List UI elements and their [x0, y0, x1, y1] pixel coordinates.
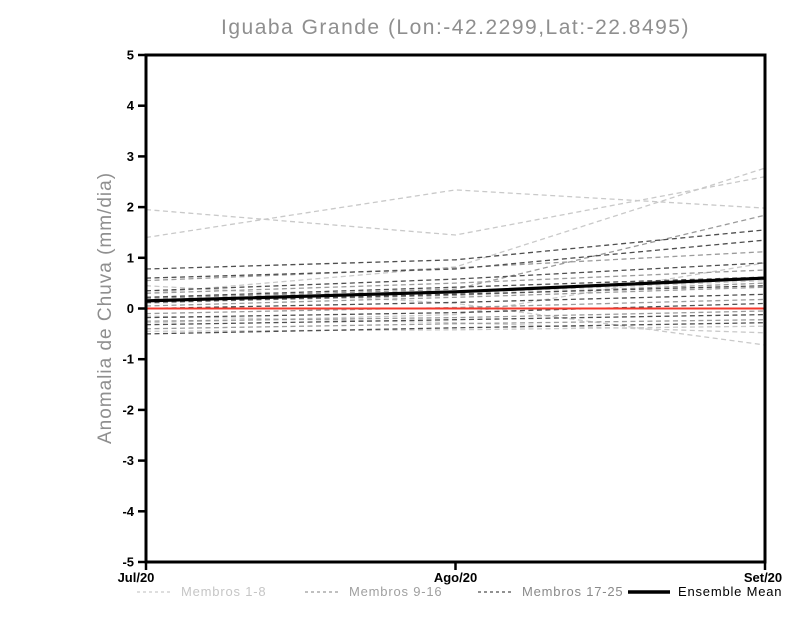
y-tick-label: 1 — [127, 250, 134, 265]
y-tick-label: 2 — [127, 200, 134, 215]
member-line — [145, 251, 766, 282]
y-tick-label: 4 — [127, 98, 135, 113]
legend-item-1: Membros 1-8 — [137, 584, 266, 599]
member-line — [145, 298, 766, 315]
legend-item-2: Membros 9-16 — [305, 584, 442, 599]
member-line — [145, 313, 766, 326]
chart-title: Iguaba Grande (Lon:-42.2299,Lat:-22.8495… — [221, 16, 690, 39]
legend-label: Membros 17-25 — [522, 584, 624, 599]
legend-label: Membros 9-16 — [349, 584, 443, 599]
y-tick-label: 3 — [127, 149, 134, 164]
y-tick-label: 5 — [127, 48, 134, 63]
member-line — [145, 262, 766, 292]
dashed-line-sample-icon — [137, 584, 173, 599]
member-line — [145, 315, 766, 334]
member-line — [145, 276, 766, 298]
member-line — [145, 269, 766, 294]
chart-legend: Membros 1-8 Membros 9-16 Membros 17-25 Ense… — [0, 584, 800, 608]
dashed-line-sample-icon — [478, 584, 514, 599]
member-line — [145, 285, 766, 346]
x-tick-label: Jul/20 — [118, 570, 155, 585]
legend-item-4: Ensemble Mean — [628, 584, 782, 599]
member-line — [145, 286, 766, 307]
y-tick-label: -1 — [122, 352, 134, 367]
solid-line-sample-icon — [628, 584, 670, 599]
y-tick-label: -5 — [122, 555, 134, 570]
member-line — [145, 189, 766, 239]
member-line — [145, 319, 766, 330]
member-line — [145, 229, 766, 270]
member-line — [145, 322, 766, 335]
member-line — [145, 325, 766, 332]
member-line — [145, 310, 766, 322]
dashed-line-sample-icon — [305, 584, 341, 599]
legend-label: Membros 1-8 — [181, 584, 267, 599]
x-tick-label: Ago/20 — [434, 570, 477, 585]
ensemble-mean-line — [145, 276, 766, 303]
y-tick-label: -4 — [122, 504, 134, 519]
member-line — [145, 176, 766, 236]
member-line — [145, 293, 766, 310]
member-line — [145, 285, 766, 304]
y-tick-label: 0 — [127, 301, 134, 316]
member-line — [145, 239, 766, 279]
x-tick-label: Set/20 — [744, 570, 782, 585]
y-tick-label: -3 — [122, 453, 134, 468]
member-line — [145, 214, 766, 300]
legend-label: Ensemble Mean — [678, 584, 783, 599]
member-line — [145, 302, 766, 319]
y-tick-label: -2 — [122, 402, 134, 417]
legend-item-3: Membros 17-25 — [478, 584, 623, 599]
member-line — [145, 167, 766, 294]
